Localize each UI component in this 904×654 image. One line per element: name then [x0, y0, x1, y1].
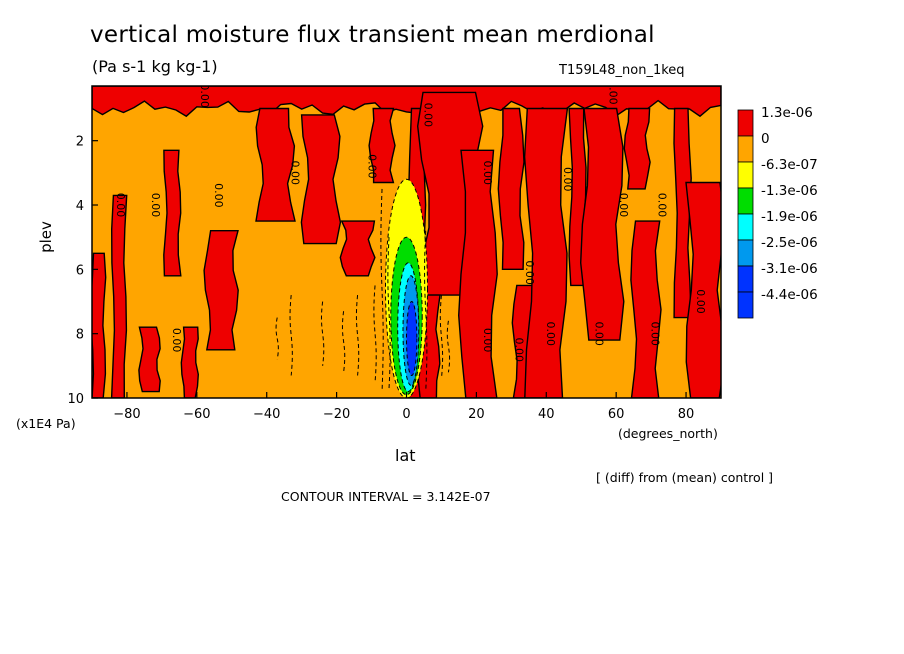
- positive-region: [523, 107, 569, 398]
- negative-contour-line: [341, 311, 346, 373]
- zero-contour-label: 0.00: [481, 328, 494, 353]
- positive-region: [203, 230, 239, 351]
- zero-contour-label: 0.00: [523, 260, 536, 285]
- legend-swatch: [737, 265, 754, 293]
- zero-contour-label: 0.00: [561, 167, 574, 192]
- x-tick-label: −40: [253, 407, 280, 422]
- positive-region: [623, 107, 651, 190]
- legend-label: 1.3e-06: [761, 105, 813, 121]
- positive-region: [92, 252, 107, 398]
- x-tick-label: −60: [183, 407, 210, 422]
- contour-interval-note: CONTOUR INTERVAL = 3.142E-07: [281, 489, 491, 504]
- positive-region: [368, 107, 396, 184]
- legend-swatch: [737, 161, 754, 189]
- zero-contour-label: 0.00: [617, 193, 630, 218]
- positive-region: [457, 149, 498, 398]
- legend-swatch: [737, 239, 754, 267]
- legend-swatch: [737, 135, 754, 163]
- zero-contour-label: 0.00: [607, 80, 620, 105]
- zero-contour-label: 0.00: [694, 289, 707, 314]
- legend-swatch: [737, 213, 754, 241]
- zero-contour-label: 0.00: [198, 83, 211, 108]
- legend-label: -1.3e-06: [761, 183, 818, 199]
- legend-label: -6.3e-07: [761, 157, 818, 173]
- y-tick-label: 2: [76, 135, 84, 150]
- legend-label: -3.1e-06: [761, 261, 818, 277]
- zero-contour-label: 0.00: [149, 193, 162, 218]
- x-tick-label: 80: [678, 407, 695, 422]
- x-axis-title: lat: [395, 446, 416, 465]
- positive-region: [110, 194, 128, 398]
- positive-region: [163, 149, 182, 277]
- zero-contour-label: 0.00: [656, 193, 669, 218]
- x-tick-label: 40: [538, 407, 555, 422]
- positive-region: [685, 181, 721, 398]
- negative-contour-line: [380, 188, 384, 392]
- zero-contour-label: 0.00: [114, 193, 127, 218]
- zero-contour-label: 0.00: [593, 321, 606, 346]
- zero-contour-label: 0.00: [212, 183, 225, 208]
- y-tick-label: 8: [76, 328, 84, 343]
- legend-swatch: [737, 187, 754, 215]
- zero-contour-label: 0.00: [512, 338, 525, 363]
- negative-core-region: [406, 301, 418, 376]
- x-tick-label: −80: [113, 407, 140, 422]
- zero-contour-label: 0.00: [544, 321, 557, 346]
- positive-region: [630, 220, 662, 398]
- x-tick-label: 0: [402, 407, 410, 422]
- run-name-label: T159L48_non_1keq: [559, 63, 685, 78]
- x-tick-label: 60: [608, 407, 625, 422]
- y-tick-label: 4: [76, 199, 84, 214]
- zero-contour-label: 0.00: [170, 328, 183, 353]
- positive-region: [497, 107, 525, 270]
- negative-contour-line: [424, 230, 428, 392]
- chart-title: vertical moisture flux transient mean me…: [90, 22, 655, 48]
- legend-label: -2.5e-06: [761, 235, 818, 251]
- negative-contour-line: [387, 237, 391, 389]
- positive-region: [300, 114, 342, 245]
- zero-contour-label: 0.00: [481, 161, 494, 186]
- negative-contour-line: [439, 295, 444, 379]
- x-tick-label: 20: [468, 407, 485, 422]
- y-tick-label: 6: [76, 263, 84, 278]
- positive-region: [579, 107, 625, 341]
- x-axis-unit: (degrees_north): [618, 426, 718, 441]
- diff-note: [ (diff) from (mean) control ]: [596, 470, 774, 485]
- legend-label: 0: [761, 131, 770, 147]
- positive-region: [180, 326, 200, 398]
- negative-contour-line: [275, 317, 279, 360]
- zero-contour-label: 0.00: [289, 161, 302, 186]
- positive-region: [339, 220, 376, 277]
- legend-swatch: [737, 291, 754, 319]
- x-tick-label: −20: [323, 407, 350, 422]
- legend-label: -4.4e-06: [761, 287, 818, 303]
- zero-contour-label: 0.00: [649, 321, 662, 346]
- negative-contour-line: [289, 295, 293, 376]
- zero-contour-label: 0.00: [366, 154, 379, 179]
- y-axis-unit: (x1E4 Pa): [16, 416, 76, 431]
- legend-swatch: [737, 109, 754, 137]
- positive-region: [138, 326, 161, 393]
- zero-contour-label: 0.00: [422, 103, 435, 128]
- positive-region: [255, 107, 296, 222]
- y-tick-label: 10: [67, 392, 84, 407]
- legend-label: -1.9e-06: [761, 209, 818, 225]
- units-label: (Pa s-1 kg kg-1): [92, 57, 218, 76]
- y-axis-title: plev: [36, 221, 55, 253]
- negative-contour-line: [320, 301, 325, 366]
- negative-contour-line: [355, 295, 360, 376]
